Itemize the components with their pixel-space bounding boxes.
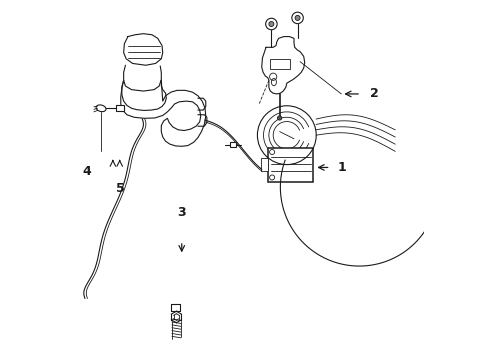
- Circle shape: [277, 116, 281, 120]
- Text: 5: 5: [116, 183, 125, 195]
- Bar: [261, 158, 267, 171]
- Bar: [116, 105, 124, 111]
- Bar: [230, 142, 235, 147]
- Circle shape: [268, 22, 273, 27]
- Text: 4: 4: [82, 165, 91, 177]
- Text: 3: 3: [177, 206, 185, 219]
- Text: 1: 1: [337, 161, 346, 174]
- Bar: [270, 59, 289, 69]
- Text: 2: 2: [369, 87, 378, 100]
- Circle shape: [294, 15, 300, 21]
- Bar: [267, 148, 312, 182]
